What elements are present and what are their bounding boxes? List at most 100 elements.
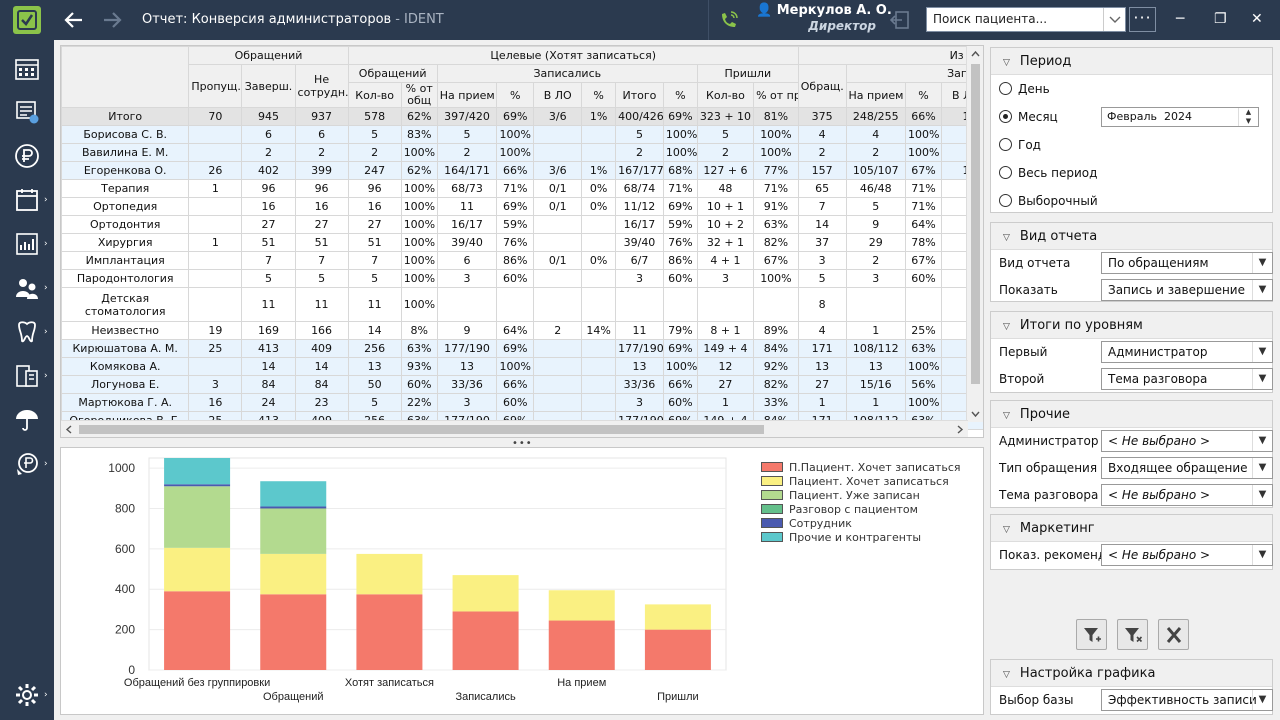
base-select[interactable]: Эффективность записи ▼ xyxy=(1101,689,1273,711)
tasks-icon[interactable] xyxy=(14,99,40,125)
apply-filter-button[interactable] xyxy=(1076,619,1107,650)
report-grid[interactable]: Обращений Целевые (Хотят записаться) Из … xyxy=(60,45,984,438)
table-row[interactable]: Комякова А. 14 14 13 93% 13 100% 13 100% 12 92% 13 1… xyxy=(61,357,983,376)
admin-select[interactable]: < Не выбрано > ▼ xyxy=(1101,430,1273,452)
recommendation-select[interactable]: < Не выбрано > ▼ xyxy=(1101,544,1273,566)
table-row[interactable]: Егоренкова О. 26 402 399 247 62% 164/171 66% 3/6… xyxy=(61,161,983,180)
table-row[interactable]: Кирюшатова А. М. 25 413 409 256 63% 177/190 69%… xyxy=(61,339,983,358)
clear-filter-button[interactable] xyxy=(1117,619,1148,650)
chevron-down-icon[interactable]: ▼ xyxy=(1252,458,1272,478)
table-row[interactable]: Вавилина Е. М. 2 2 2 100% 2 100% 2 100% 2 100% 2 2 10… xyxy=(61,143,983,162)
show-select[interactable]: Запись и завершение ▼ xyxy=(1101,279,1273,301)
col-header-count[interactable]: Кол-во xyxy=(347,82,402,108)
logout-icon[interactable] xyxy=(889,10,910,30)
table-row[interactable]: Ортопедия 16 16 16 100% 11 69% 0/1 0% 11/12 69% 10 … xyxy=(61,197,983,216)
horizontal-scrollbar[interactable] xyxy=(61,420,968,437)
month-picker[interactable]: Февраль 2024 ▲ ▼ xyxy=(1101,107,1259,127)
appeal-type-select[interactable]: Входящее обращение ▼ xyxy=(1101,457,1273,479)
period-panel-header[interactable]: ▽ Период xyxy=(991,48,1272,75)
chevron-down-icon[interactable]: ▼ xyxy=(1252,431,1272,451)
back-arrow-icon[interactable] xyxy=(64,10,84,30)
chevron-down-icon[interactable] xyxy=(1103,8,1125,31)
analytics-icon[interactable] xyxy=(14,231,40,257)
patient-search-input[interactable]: Поиск пациента... xyxy=(926,7,1126,32)
settings-icon[interactable] xyxy=(14,682,40,708)
export-excel-button[interactable] xyxy=(1158,619,1189,650)
minimize-icon[interactable]: ─ xyxy=(1176,11,1185,27)
finance-icon[interactable] xyxy=(14,143,40,169)
first-level-select[interactable]: Администратор ▼ xyxy=(1101,341,1273,363)
col-header-pct-total[interactable]: % от общ xyxy=(400,82,438,108)
devices-icon[interactable] xyxy=(14,363,40,389)
col-header-missed[interactable]: Пропущ. xyxy=(188,64,243,108)
chevron-down-icon[interactable]: ▼ xyxy=(1252,545,1272,565)
vertical-scrollbar[interactable] xyxy=(966,46,983,422)
table-row[interactable]: Хирургия 1 51 51 51 100% 39/40 76% 39/40 76% 32 + … xyxy=(61,233,983,252)
table-row[interactable]: Терапия 1 96 96 96 100% 68/73 71% 0/1 0% 68/74 71% 4… xyxy=(61,179,983,198)
table-row[interactable]: Логунова Е. 3 84 84 50 60% 33/36 66% 33/36 66% 27 8… xyxy=(61,375,983,394)
chevron-down-icon[interactable]: ▼ xyxy=(1252,280,1272,300)
bar-segment xyxy=(548,620,615,670)
y-tick-label: 0 xyxy=(128,663,135,677)
col-header-pct-came[interactable]: % от пр. xyxy=(753,82,799,108)
col-header-total[interactable]: Итого xyxy=(615,82,664,108)
marketing-panel-header[interactable]: ▽ Маркетинг xyxy=(991,515,1272,542)
table-row[interactable]: Детская стоматология 11 11 11 100% 8 xyxy=(61,287,983,322)
table-row[interactable]: Борисова С. В. 6 6 5 83% 5 100% 5 100% 5 100% 4 4 100… xyxy=(61,125,983,144)
close-icon[interactable]: ✕ xyxy=(1251,11,1263,27)
view-panel-header[interactable]: ▽ Вид отчета xyxy=(991,223,1272,250)
col-header-pct[interactable]: % xyxy=(496,82,535,108)
table-cell: 25 xyxy=(188,339,243,358)
patients-icon[interactable] xyxy=(14,275,40,301)
view-select[interactable]: По обращениям ▼ xyxy=(1101,252,1273,274)
appeals-short-header[interactable]: Обращ. xyxy=(797,64,847,108)
chevron-down-icon[interactable]: ▼ xyxy=(1252,690,1272,710)
table-cell xyxy=(696,287,755,322)
levels-panel-header[interactable]: ▽ Итоги по уровням xyxy=(991,312,1272,339)
scroll-down-icon[interactable] xyxy=(971,410,980,418)
forward-arrow-icon[interactable] xyxy=(102,10,122,30)
other-panel-header[interactable]: ▽ Прочие xyxy=(991,401,1272,428)
table-row[interactable]: Неизвестно 19 169 166 14 8% 9 64% 2 14% 11 79% 8 + 1… xyxy=(61,321,983,340)
app-logo-icon[interactable] xyxy=(13,6,41,34)
more-menu-button[interactable]: ··· xyxy=(1129,7,1156,32)
chevron-down-icon[interactable]: ▼ xyxy=(1252,342,1272,362)
phone-icon[interactable] xyxy=(708,0,748,40)
second-level-select[interactable]: Тема разговора ▼ xyxy=(1101,368,1273,390)
topic-select[interactable]: < Не выбрано > ▼ xyxy=(1101,484,1273,506)
horizontal-scroll-thumb[interactable] xyxy=(79,425,764,434)
table-row[interactable]: Пародонтология 5 5 5 100% 3 60% 3 60% 3 100% 5 3 60% xyxy=(61,269,983,288)
table-cell xyxy=(496,287,535,322)
table-row[interactable]: Мартюкова Г. А. 16 24 23 5 22% 3 60% 3 60% 1 33% 1 1 1… xyxy=(61,393,983,412)
scroll-left-icon[interactable] xyxy=(65,425,73,434)
table-row[interactable]: Ортодонтия 27 27 27 100% 16/17 59% 16/17 59% 10 +… xyxy=(61,215,983,234)
col-header-appointment[interactable]: На прием xyxy=(436,82,498,108)
table-row[interactable]: Имплантация 7 7 7 100% 6 86% 0/1 0% 6/7 86% 4 + 1 67… xyxy=(61,251,983,270)
spin-icon[interactable]: ▲ ▼ xyxy=(1238,108,1258,126)
col-header-completed[interactable]: Заверш. xyxy=(241,64,296,108)
col-header-lo[interactable]: В ЛО xyxy=(533,82,583,108)
chevron-down-icon[interactable]: ▼ xyxy=(1252,369,1272,389)
chevron-down-icon[interactable]: ▼ xyxy=(1252,253,1272,273)
table-cell: 96 xyxy=(241,179,296,198)
col-header-pct[interactable]: % xyxy=(581,82,617,108)
col-header-pct[interactable]: % xyxy=(904,82,943,108)
chart-settings-panel-header[interactable]: ▽ Настройка графика xyxy=(991,660,1272,687)
vertical-scroll-thumb[interactable] xyxy=(971,64,980,384)
col-header-pct[interactable]: % xyxy=(662,82,698,108)
schedule-icon[interactable] xyxy=(14,56,40,82)
col-header-appointment[interactable]: На прием xyxy=(845,82,906,108)
reports-icon[interactable] xyxy=(14,187,40,213)
col-header-count[interactable]: Кол-во xyxy=(696,82,755,108)
dental-icon[interactable] xyxy=(14,319,40,345)
user-info[interactable]: 👤 Меркулов А. О. Директор xyxy=(756,3,892,33)
maximize-icon[interactable]: ❐ xyxy=(1214,11,1227,27)
total-row[interactable]: Итого 70 945 937 578 62% 397/420 69% 3/6 1% 400/42… xyxy=(61,107,983,126)
col-header-not-employee[interactable]: Не сотрудн. xyxy=(294,64,349,108)
chevron-down-icon[interactable]: ▼ xyxy=(1252,485,1272,505)
splitter-handle[interactable]: ••• xyxy=(512,438,533,449)
payments-icon[interactable] xyxy=(14,451,40,477)
scroll-right-icon[interactable] xyxy=(956,425,964,434)
insurance-icon[interactable] xyxy=(14,407,40,433)
scroll-up-icon[interactable] xyxy=(971,50,980,58)
